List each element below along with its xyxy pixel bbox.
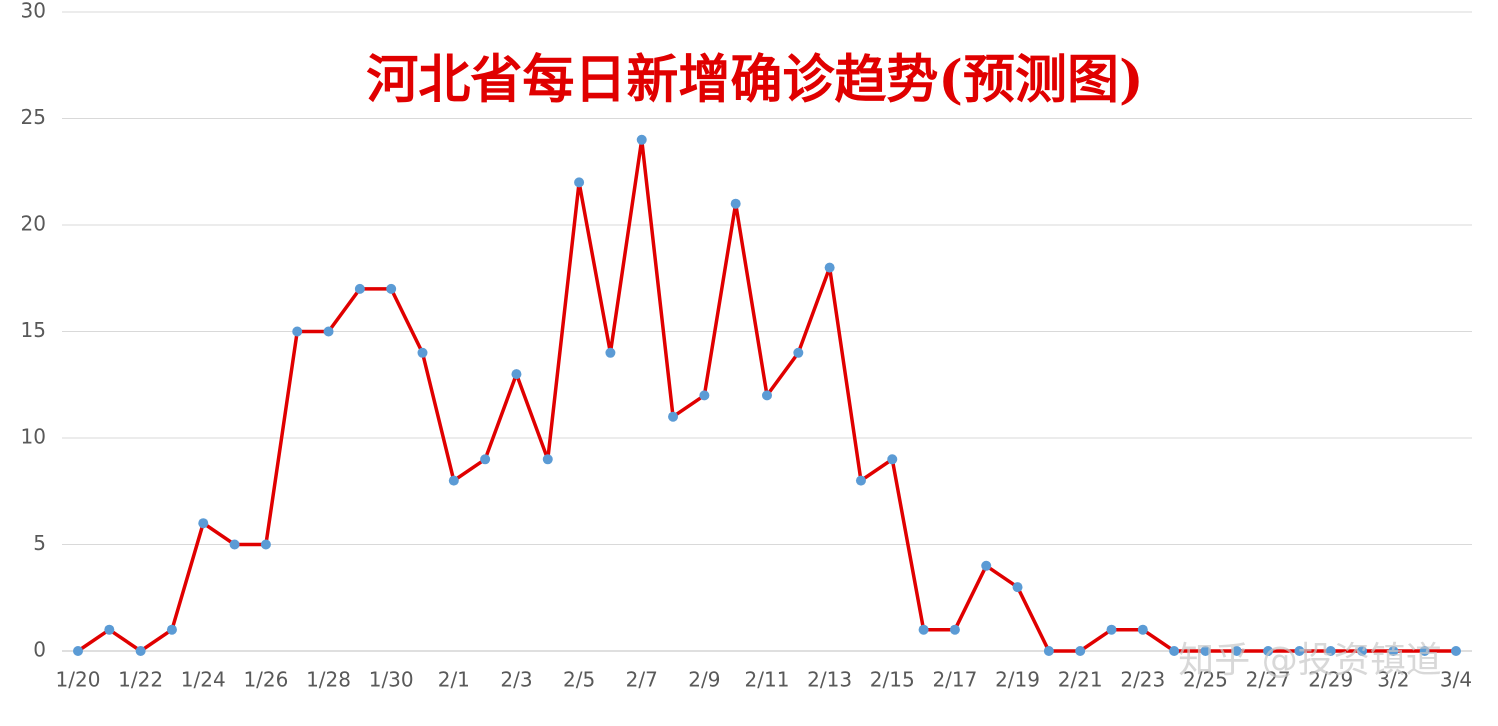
point [636,134,647,145]
point [918,624,929,635]
point [1200,646,1211,656]
x-tick-label: 1/20 [56,668,101,692]
x-tick-label: 2/19 [995,668,1040,692]
y-tick-label: 15 [21,318,46,342]
x-tick-label: 2/29 [1308,668,1353,692]
point [386,283,397,294]
chart-title: 河北省每日新增确诊趋势(预测图) [366,50,1143,111]
x-tick-label: 1/24 [181,668,226,692]
point [1043,646,1054,656]
point [574,177,585,188]
x-tick-label: 2/9 [688,668,720,692]
y-tick-label: 0 [33,638,46,662]
point [198,518,209,529]
point [1106,624,1117,635]
point [166,624,177,635]
marks [73,134,1461,656]
point [448,475,459,486]
point [1325,646,1336,656]
grid: 0 5 10 15 20 25 30 1/20 1/22 1/24 1/26 1/28 1/30 2/1 2… [21,0,1473,692]
x-tick-label: 2/23 [1120,668,1165,692]
point [1075,646,1086,656]
x-tick-label: 1/28 [306,668,351,692]
point [1231,646,1242,656]
point [1012,582,1023,593]
point [1137,624,1148,635]
x-tick-label: 2/11 [745,668,790,692]
y-tick-label: 10 [21,425,46,449]
x-tick-label: 1/26 [243,668,288,692]
point [417,347,428,358]
point [887,454,898,465]
point [605,347,616,358]
point [1263,646,1274,656]
point [480,454,491,465]
point [1294,646,1305,656]
point [1419,646,1430,656]
point [73,646,83,656]
point [229,539,240,550]
point [1169,646,1180,656]
point [104,624,115,635]
x-tick-label: 1/22 [118,668,163,692]
x-tick-label: 2/5 [563,668,595,692]
x-tick-label: 3/2 [1377,668,1409,692]
point [1451,646,1461,656]
point [511,369,522,380]
x-tick-label: 2/7 [626,668,658,692]
x-tick-label: 2/15 [870,668,915,692]
point [1357,646,1368,656]
point [824,262,835,273]
y-tick-label: 25 [21,105,46,129]
x-tick-label: 2/3 [500,668,532,692]
y-tick-label: 30 [21,0,46,23]
point [762,390,772,401]
point [1388,646,1399,656]
point [354,283,365,294]
y-tick-label: 5 [33,531,46,555]
x-tick-label: 3/4 [1440,668,1472,692]
x-tick-label: 2/21 [1058,668,1103,692]
x-tick-label: 1/30 [369,668,414,692]
x-tick-label: 2/13 [807,668,852,692]
point [668,411,679,422]
point [730,198,741,209]
point [793,347,804,358]
point [981,560,992,571]
point [135,646,146,656]
point [949,624,960,635]
point [323,326,334,337]
x-tick-label: 2/1 [438,668,470,692]
point [855,475,866,486]
point [260,539,271,550]
watermark: 知乎 @投资镇道 [1178,640,1441,681]
y-tick-label: 20 [21,212,46,236]
x-tick-label: 2/27 [1246,668,1291,692]
point [292,326,303,337]
x-tick-label: 2/17 [932,668,977,692]
point [699,390,710,401]
x-tick-label: 2/25 [1183,668,1228,692]
point [542,454,553,465]
